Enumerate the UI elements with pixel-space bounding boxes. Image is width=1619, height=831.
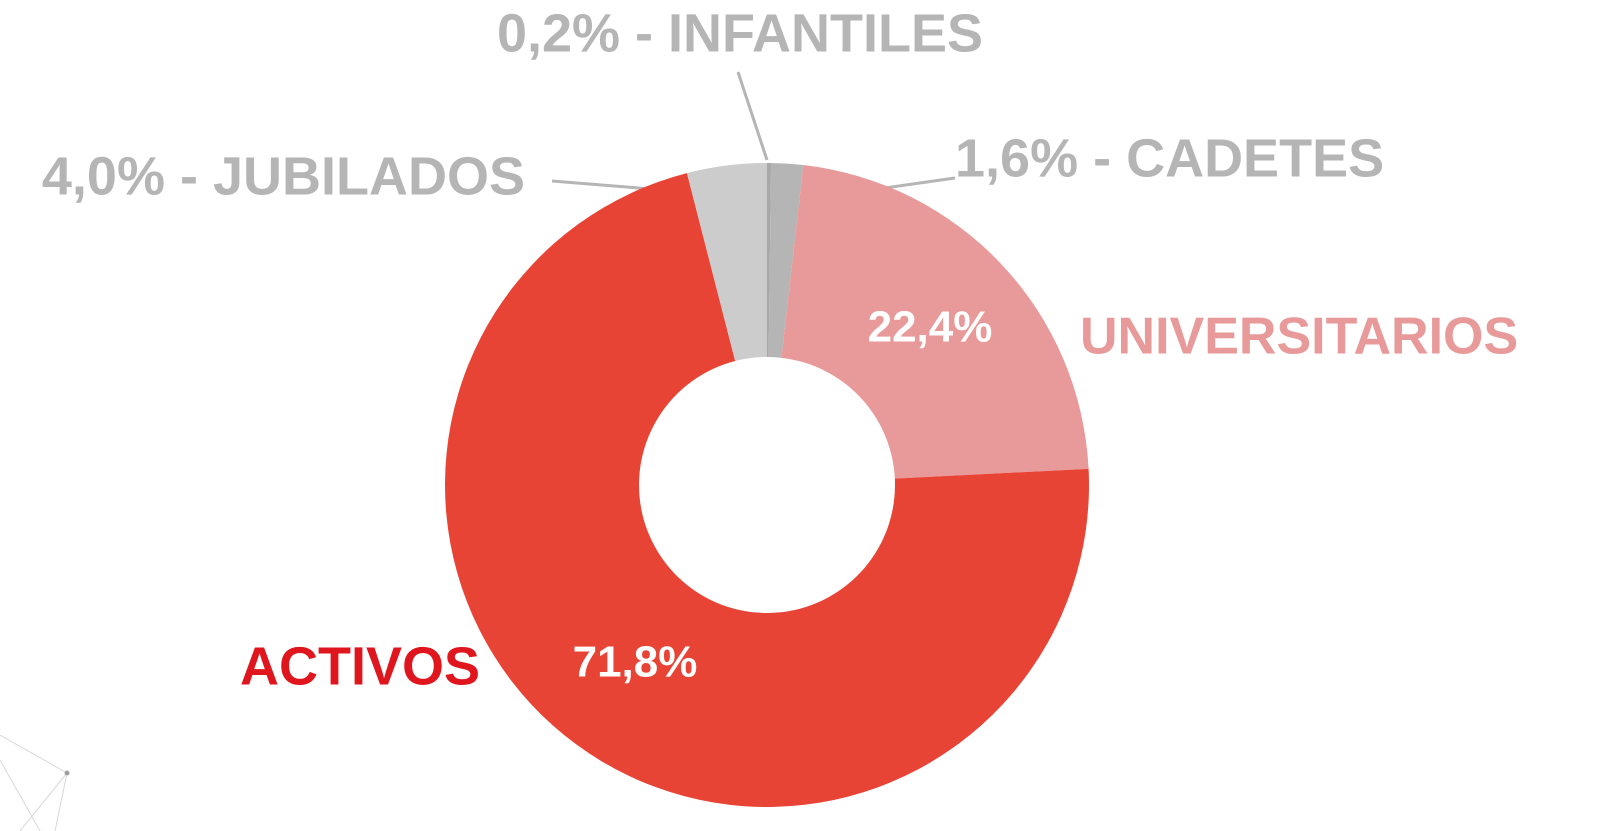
deco-line bbox=[0, 734, 68, 774]
slice-label: 4,0% - JUBILADOS bbox=[42, 146, 525, 206]
slice-label: 1,6% - CADETES bbox=[955, 128, 1384, 188]
slice-label: 0,2% - INFANTILES bbox=[497, 3, 983, 63]
leader-line bbox=[736, 71, 769, 161]
deco-line bbox=[0, 759, 41, 831]
slices bbox=[444, 163, 1090, 807]
slice bbox=[768, 163, 804, 358]
value-label: 22,4% bbox=[868, 303, 993, 352]
value-label: 71,8% bbox=[573, 638, 698, 687]
deco-line bbox=[54, 772, 68, 831]
slice-label: UNIVERSITARIOS bbox=[1080, 308, 1518, 366]
decoration bbox=[0, 734, 70, 831]
deco-dot bbox=[64, 770, 70, 776]
slice bbox=[444, 173, 1090, 807]
slice bbox=[781, 165, 1089, 479]
slice-label: ACTIVOS bbox=[240, 636, 480, 696]
deco-line bbox=[19, 772, 68, 831]
slice bbox=[767, 163, 772, 358]
slice bbox=[686, 163, 767, 362]
